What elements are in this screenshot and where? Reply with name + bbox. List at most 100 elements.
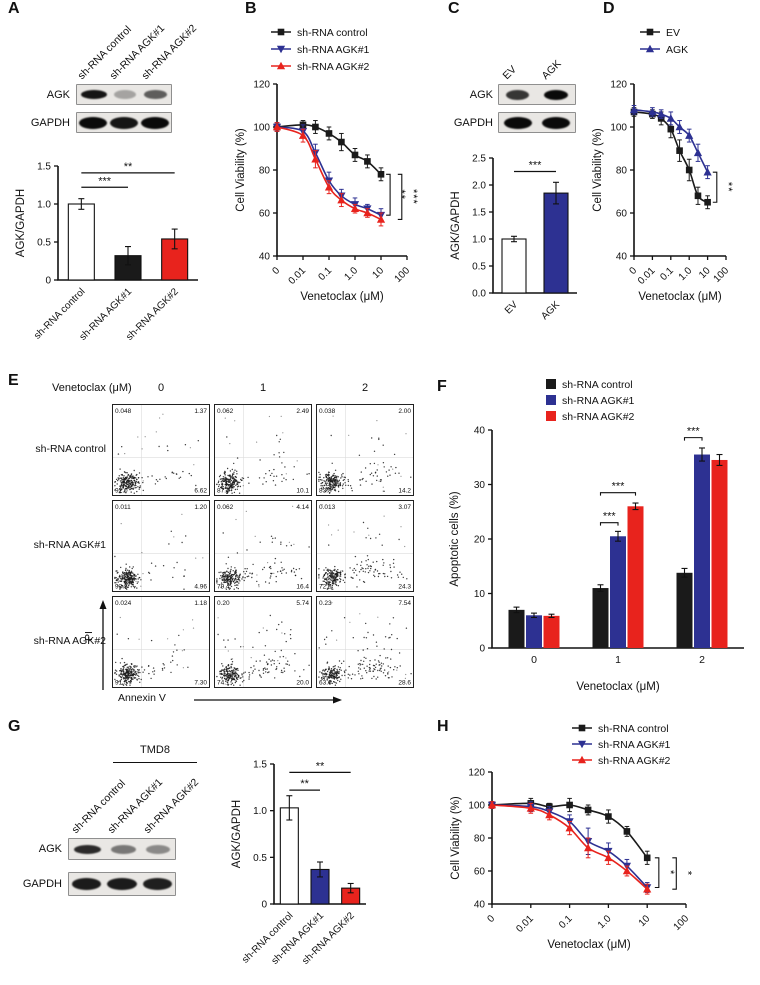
svg-text:0.1: 0.1 bbox=[658, 265, 676, 283]
svg-text:sh-RNA AGK#1: sh-RNA AGK#1 bbox=[598, 739, 671, 751]
panel-E: E Venetoclax (μM) 0 1 2 sh-RNA control s… bbox=[0, 368, 432, 712]
svg-text:Cell Viability (%): Cell Viability (%) bbox=[592, 128, 604, 212]
panel-letter-A: A bbox=[8, 0, 20, 17]
svg-text:0.23: 0.23 bbox=[319, 600, 332, 607]
svg-text:100: 100 bbox=[610, 123, 627, 134]
western-blot-gapdh-C bbox=[498, 112, 576, 133]
svg-text:40: 40 bbox=[259, 252, 271, 263]
flow-plot-agk2-2: 0.23 7.54 63.6 28.6 bbox=[316, 596, 414, 688]
blot-row-label-gapdh: GAPDH bbox=[30, 117, 70, 129]
lane-label-ev: EV bbox=[500, 63, 519, 82]
svg-text:100: 100 bbox=[712, 265, 732, 285]
svg-text:40: 40 bbox=[616, 252, 628, 263]
svg-text:1.0: 1.0 bbox=[37, 200, 51, 211]
svg-text:***: *** bbox=[687, 426, 701, 438]
svg-text:**: ** bbox=[300, 778, 309, 790]
svg-text:sh-RNA control: sh-RNA control bbox=[297, 27, 368, 39]
svg-text:72.6: 72.6 bbox=[319, 584, 332, 591]
svg-text:4.14: 4.14 bbox=[296, 504, 309, 511]
venetoclax-header: Venetoclax (μM) bbox=[52, 382, 132, 394]
svg-text:1: 1 bbox=[615, 654, 621, 666]
line-chart-viability-H: 40 60 80 100 120 0 0.01 0.1 1.0 10 100 Cell Viabili… bbox=[450, 723, 693, 951]
svg-text:10: 10 bbox=[637, 913, 653, 929]
svg-text:0: 0 bbox=[261, 900, 267, 911]
panel-letter-D: D bbox=[603, 0, 615, 17]
flow-plot-agk1-1: 0.062 4.14 79.4 16.4 bbox=[214, 500, 312, 592]
svg-text:0.024: 0.024 bbox=[115, 600, 132, 607]
svg-text:sh-RNA control: sh-RNA control bbox=[598, 723, 669, 735]
svg-text:87.3: 87.3 bbox=[217, 488, 230, 495]
svg-text:AGK/GAPDH: AGK/GAPDH bbox=[231, 800, 243, 868]
svg-text:60: 60 bbox=[474, 867, 486, 878]
svg-text:0.013: 0.013 bbox=[319, 504, 336, 511]
svg-text:1.37: 1.37 bbox=[194, 408, 207, 415]
svg-text:EV: EV bbox=[503, 299, 520, 316]
svg-text:30: 30 bbox=[474, 480, 486, 491]
svg-text:0.20: 0.20 bbox=[217, 600, 230, 607]
flow-plot-agk2-1: 0.20 5.74 74.1 20.0 bbox=[214, 596, 312, 688]
flow-plot-control-0: 0.048 1.37 92.0 6.62 bbox=[112, 404, 210, 496]
svg-text:16.4: 16.4 bbox=[296, 584, 309, 591]
svg-text:sh-RNA AGK#1: sh-RNA AGK#1 bbox=[297, 44, 370, 56]
svg-text:0: 0 bbox=[531, 654, 537, 666]
svg-text:2.00: 2.00 bbox=[398, 408, 411, 415]
western-blot-agk-C bbox=[498, 84, 576, 105]
svg-text:10: 10 bbox=[370, 265, 386, 281]
svg-text:1.0: 1.0 bbox=[472, 235, 486, 246]
svg-text:0.5: 0.5 bbox=[37, 238, 51, 249]
svg-text:4.96: 4.96 bbox=[194, 584, 207, 591]
panel-D: D 40 60 80 100 120 0 0.01 0.1 1.0 10 100 Cell Viabi… bbox=[588, 0, 760, 366]
svg-text:0.048: 0.048 bbox=[115, 408, 132, 415]
svg-text:0.011: 0.011 bbox=[115, 504, 131, 511]
svg-text:1.20: 1.20 bbox=[194, 504, 207, 511]
western-blot-gapdh-G bbox=[68, 872, 176, 896]
svg-text:91.5: 91.5 bbox=[115, 680, 128, 687]
svg-text:0.062: 0.062 bbox=[217, 504, 234, 511]
svg-text:6.62: 6.62 bbox=[194, 488, 207, 495]
svg-text:60: 60 bbox=[616, 209, 628, 220]
svg-text:1.0: 1.0 bbox=[677, 265, 695, 283]
panel-letter-C: C bbox=[448, 0, 460, 17]
bar-chart-agk-gapdh-C: 0.0 0.5 1.0 1.5 2.0 2.5 AGK/GAPDH EV AGK *** bbox=[450, 154, 577, 322]
svg-text:79.4: 79.4 bbox=[217, 584, 230, 591]
svg-text:0.0: 0.0 bbox=[472, 289, 486, 300]
svg-text:83.8: 83.8 bbox=[319, 488, 332, 495]
svg-text:***: *** bbox=[407, 189, 419, 205]
svg-text:sh-RNA control: sh-RNA control bbox=[562, 379, 633, 391]
svg-text:0: 0 bbox=[627, 265, 639, 277]
svg-text:Venetoclax (μM): Venetoclax (μM) bbox=[638, 291, 721, 303]
flow-plot-agk1-2: 0.013 3.07 72.6 24.3 bbox=[316, 500, 414, 592]
blot-row-label-gapdh: GAPDH bbox=[453, 117, 493, 129]
svg-text:10: 10 bbox=[474, 589, 486, 600]
svg-text:**: ** bbox=[395, 189, 407, 200]
svg-text:2.0: 2.0 bbox=[472, 181, 486, 192]
svg-text:80: 80 bbox=[616, 166, 628, 177]
svg-text:3.07: 3.07 bbox=[398, 504, 411, 511]
svg-text:93.8: 93.8 bbox=[115, 584, 128, 591]
svg-text:1.0: 1.0 bbox=[596, 913, 614, 931]
western-blot-gapdh-A bbox=[76, 112, 172, 133]
western-blot-agk-A bbox=[76, 84, 172, 105]
svg-text:14.2: 14.2 bbox=[398, 488, 411, 495]
svg-text:*: * bbox=[664, 870, 676, 875]
svg-text:AGK/GAPDH: AGK/GAPDH bbox=[450, 191, 462, 259]
dose-label-0: 0 bbox=[157, 382, 165, 394]
svg-text:***: *** bbox=[603, 511, 617, 523]
svg-text:60: 60 bbox=[259, 209, 271, 220]
cell-line-underline bbox=[113, 762, 197, 763]
svg-text:0: 0 bbox=[270, 265, 282, 277]
svg-text:0.062: 0.062 bbox=[217, 408, 234, 415]
svg-text:0.01: 0.01 bbox=[636, 265, 658, 287]
panel-B: B 40 60 80 100 120 0 0.01 0.1 1.0 10 100 Cell Viabi… bbox=[215, 0, 445, 366]
svg-text:24.3: 24.3 bbox=[398, 584, 411, 591]
svg-text:0.5: 0.5 bbox=[472, 262, 486, 273]
svg-text:28.6: 28.6 bbox=[398, 680, 411, 687]
annexin-axis-arrow-icon bbox=[194, 696, 342, 704]
svg-text:***: *** bbox=[612, 481, 626, 493]
line-chart-viability-B: 40 60 80 100 120 0 0.01 0.1 1.0 10 100 Cell Viabili… bbox=[235, 27, 419, 303]
flow-plot-control-2: 0.038 2.00 83.8 14.2 bbox=[316, 404, 414, 496]
svg-text:sh-RNA control: sh-RNA control bbox=[240, 910, 295, 965]
lane-label-control: sh-RNA control bbox=[75, 23, 134, 83]
svg-text:100: 100 bbox=[393, 265, 413, 285]
